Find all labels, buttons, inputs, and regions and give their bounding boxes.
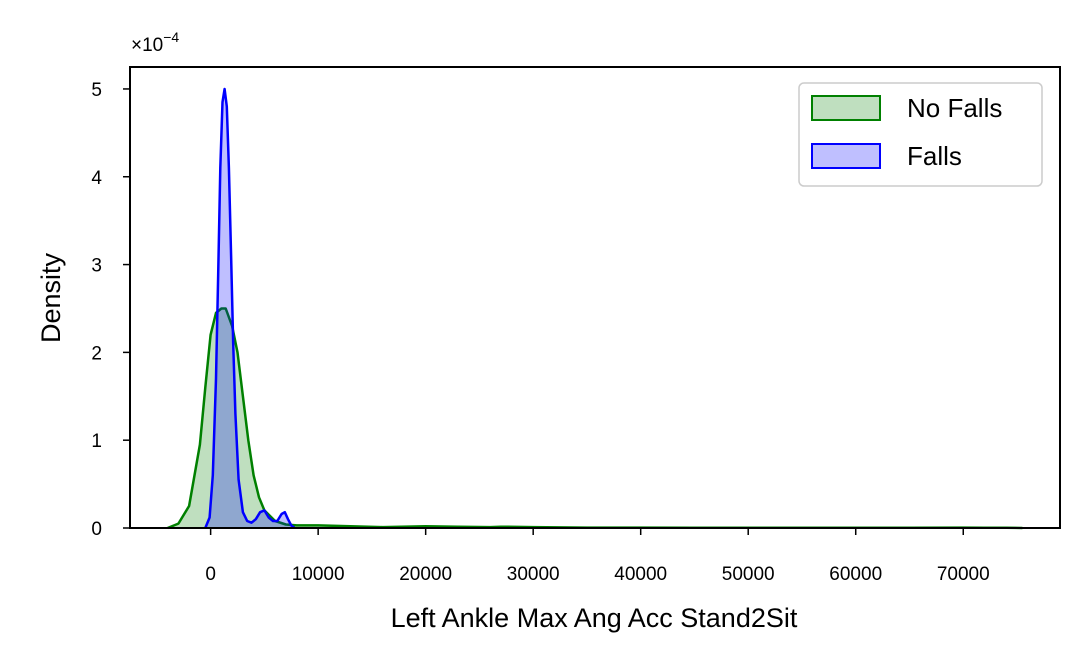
density-line-falls [204,87,296,529]
legend-label-no-falls: No Falls [907,93,1002,123]
x-tick-label: 0 [205,564,216,585]
x-tick-label: 30000 [507,564,560,585]
y-axis-label: Density [36,252,66,343]
x-tick-label: 40000 [614,564,667,585]
legend-swatch-falls [811,143,881,169]
legend-label-falls: Falls [907,141,962,171]
y-axis: 0 1 2 3 4 5 [91,80,130,540]
x-tick-label: 10000 [292,564,345,585]
y-tick-label: 2 [91,343,102,364]
density-area-falls [205,89,295,528]
legend-box [798,82,1043,187]
legend: No Falls Falls [798,82,1043,187]
x-axis: 0 10000 20000 30000 40000 50000 60000 70000 [205,528,990,585]
x-tick-label: 20000 [399,564,452,585]
y-tick-label: 3 [91,256,102,277]
y-tick-label: 0 [91,519,102,540]
y-scale-factor: ×10−4 [131,29,179,56]
density-area-no-falls [167,308,1023,528]
x-tick-label: 50000 [722,564,775,585]
x-tick-label: 60000 [829,564,882,585]
x-axis-label: Left Ankle Max Ang Acc Stand2Sit [391,603,798,633]
x-tick-label: 70000 [937,564,990,585]
y-tick-label: 1 [91,431,102,452]
legend-swatch-no-falls [811,95,881,121]
axes-frame [129,66,1061,529]
y-tick-label: 4 [91,168,102,189]
y-tick-label: 5 [91,80,102,101]
